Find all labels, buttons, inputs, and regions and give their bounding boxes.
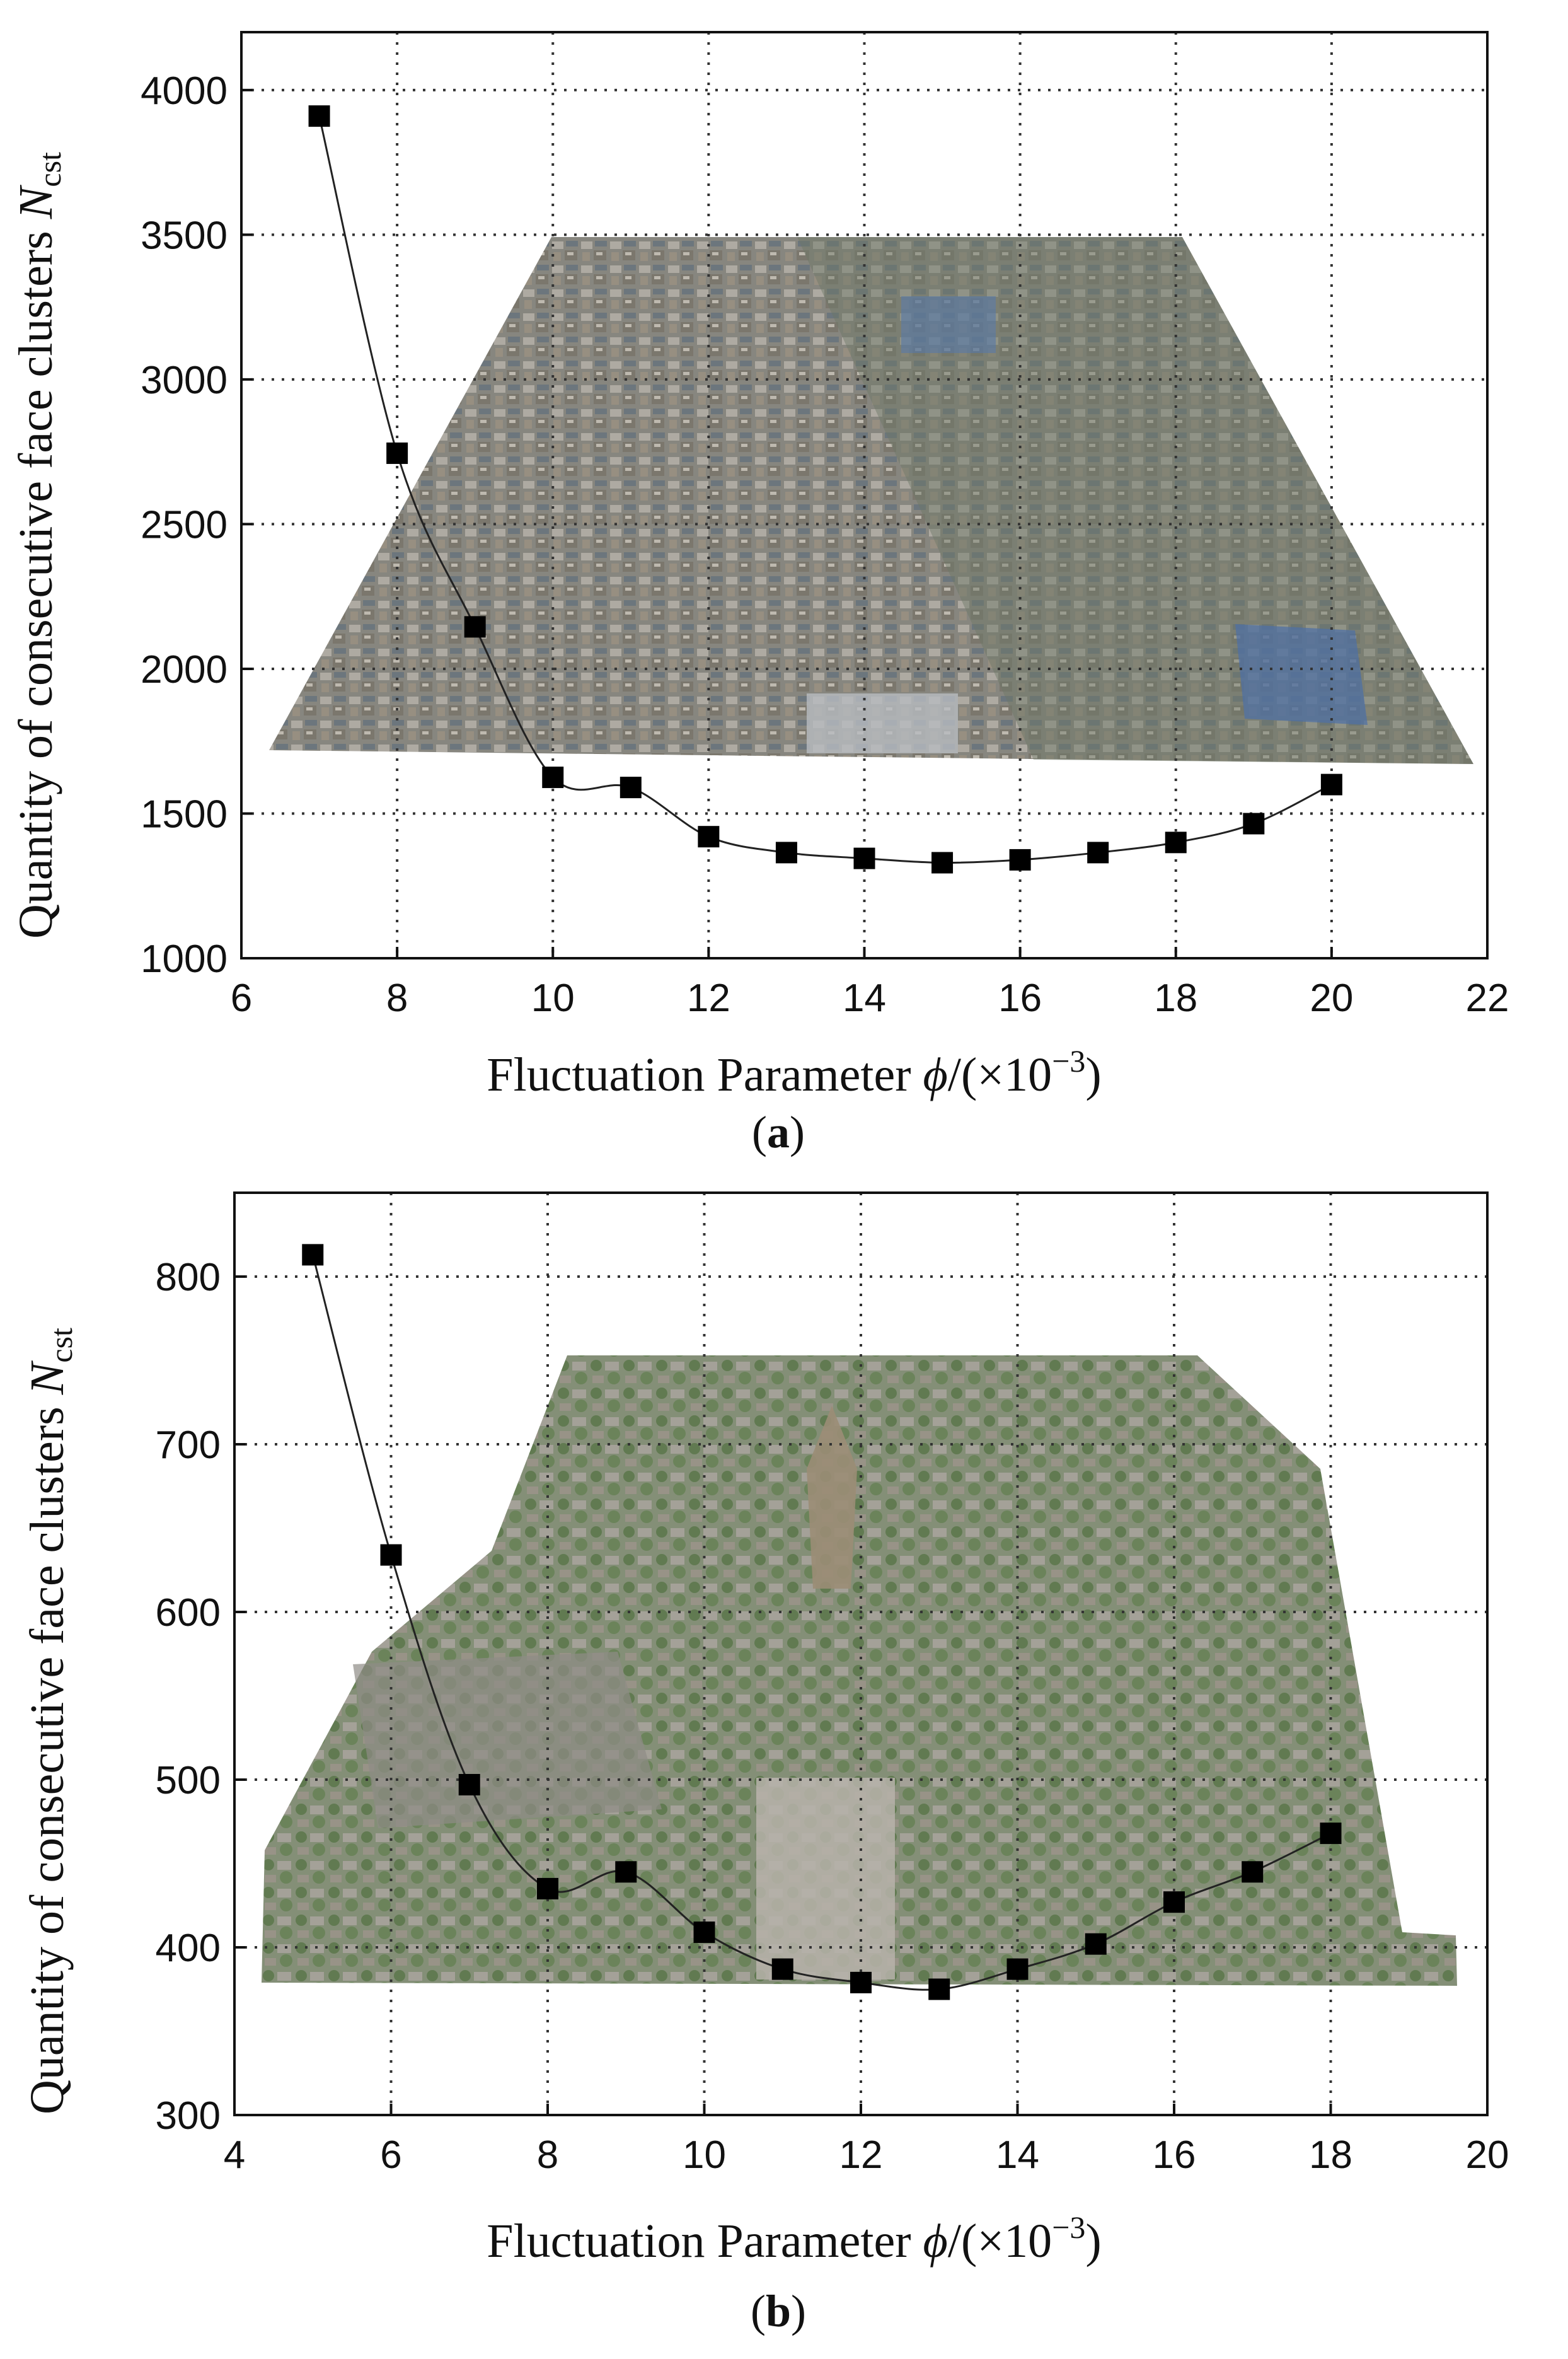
chart-panel-a: 6 8 10 12 14 16 18 20 22 1000 1500 2000 2500 3000 350…: [9, 31, 1509, 1157]
x-tick-label: 22: [1466, 977, 1509, 1020]
data-marker: [698, 826, 720, 848]
y-tick-label: 700: [156, 1423, 221, 1467]
y-tick-label: 3000: [141, 359, 228, 402]
y-tick-label: 2000: [141, 648, 228, 692]
y-tick-label: 300: [156, 2094, 221, 2138]
x-tick-label: 4: [224, 2133, 245, 2177]
data-marker: [458, 1773, 480, 1795]
data-marker: [1006, 1958, 1029, 1980]
series-line: [318, 115, 1332, 864]
x-axis-title-b: Fluctuation Parameter ϕ/(×10−3): [487, 2210, 1101, 2268]
y-tick-label: 800: [156, 1256, 221, 1299]
data-marker: [775, 842, 797, 864]
data-marker: [380, 1544, 402, 1566]
y-tick-label: 1000: [141, 937, 228, 981]
background-photo-b: [262, 1355, 1457, 1986]
y-tick-label: 2500: [141, 503, 228, 547]
x-tick-labels-b: 4 6 8 10 12 14 16 18 20: [224, 2104, 1509, 2177]
x-tick-label: 14: [843, 977, 886, 1020]
x-tick-label: 20: [1310, 977, 1353, 1020]
x-tick-label: 6: [231, 977, 252, 1020]
x-tick-label: 20: [1466, 2133, 1509, 2177]
x-tick-label: 18: [1309, 2133, 1352, 2177]
x-tick-label: 16: [998, 977, 1042, 1020]
x-tick-label: 12: [687, 977, 730, 1020]
grid-lines-b: [234, 1193, 1487, 2115]
data-marker: [308, 105, 330, 127]
data-marker: [771, 1958, 793, 1980]
data-markers-a: [308, 105, 1342, 874]
data-markers-b: [302, 1244, 1342, 2000]
x-tick-label: 12: [839, 2133, 883, 2177]
data-marker: [302, 1244, 324, 1266]
data-marker: [850, 1971, 872, 1993]
y-tick-label: 400: [156, 1927, 221, 1970]
data-marker: [1087, 842, 1109, 864]
chart-panel-b: 4 6 8 10 12 14 16 18 20 300 400 500 600 700 800 Fluct…: [21, 1191, 1509, 2336]
x-tick-label: 10: [531, 977, 575, 1020]
data-marker: [1320, 1823, 1342, 1845]
x-tick-label: 18: [1154, 977, 1197, 1020]
y-axis-title-b: Quantity of consecutive face clusters Nc…: [21, 1328, 79, 2114]
data-marker: [1320, 774, 1342, 796]
y-axis-title-a: Quantity of consecutive face clusters Nc…: [9, 152, 67, 939]
series-line: [311, 1255, 1332, 1991]
y-tick-label: 600: [156, 1591, 221, 1635]
background-photo-a: [269, 237, 1473, 764]
panel-label-a: (a): [752, 1107, 805, 1157]
data-marker: [615, 1861, 637, 1883]
data-marker: [620, 777, 642, 799]
x-axis-title-a: Fluctuation Parameter ϕ/(×10−3): [487, 1043, 1101, 1101]
data-marker: [928, 1978, 950, 2000]
panel-label-b: (b): [751, 2286, 806, 2336]
x-tick-label: 8: [537, 2133, 558, 2177]
data-marker: [386, 442, 408, 464]
data-marker: [537, 1877, 558, 1899]
series-line-b: [311, 1255, 1332, 1991]
data-marker: [693, 1921, 715, 1944]
x-tick-label: 16: [1153, 2133, 1196, 2177]
x-tick-label: 8: [386, 977, 408, 1020]
y-tick-labels-a: 1000 1500 2000 2500 3000 3500 4000: [141, 69, 253, 981]
y-tick-label: 4000: [141, 69, 228, 113]
x-tick-label: 10: [683, 2133, 726, 2177]
data-marker: [1165, 832, 1187, 854]
y-tick-label: 1500: [141, 792, 228, 836]
x-tick-label: 6: [380, 2133, 401, 2177]
data-marker: [853, 847, 875, 869]
series-line-a: [318, 115, 1332, 864]
data-marker: [931, 852, 954, 874]
x-tick-label: 14: [996, 2133, 1039, 2177]
y-tick-label: 3500: [141, 214, 228, 257]
y-tick-labels-b: 300 400 500 600 700 800: [156, 1256, 246, 2138]
data-marker: [1085, 1933, 1107, 1955]
data-marker: [464, 616, 486, 638]
data-marker: [542, 767, 564, 789]
x-tick-labels-a: 6 8 10 12 14 16 18 20 22: [231, 947, 1509, 1020]
data-marker: [1163, 1891, 1185, 1913]
y-tick-label: 500: [156, 1759, 221, 1802]
data-marker: [1243, 813, 1265, 835]
data-marker: [1009, 849, 1031, 871]
data-marker: [1242, 1861, 1264, 1883]
